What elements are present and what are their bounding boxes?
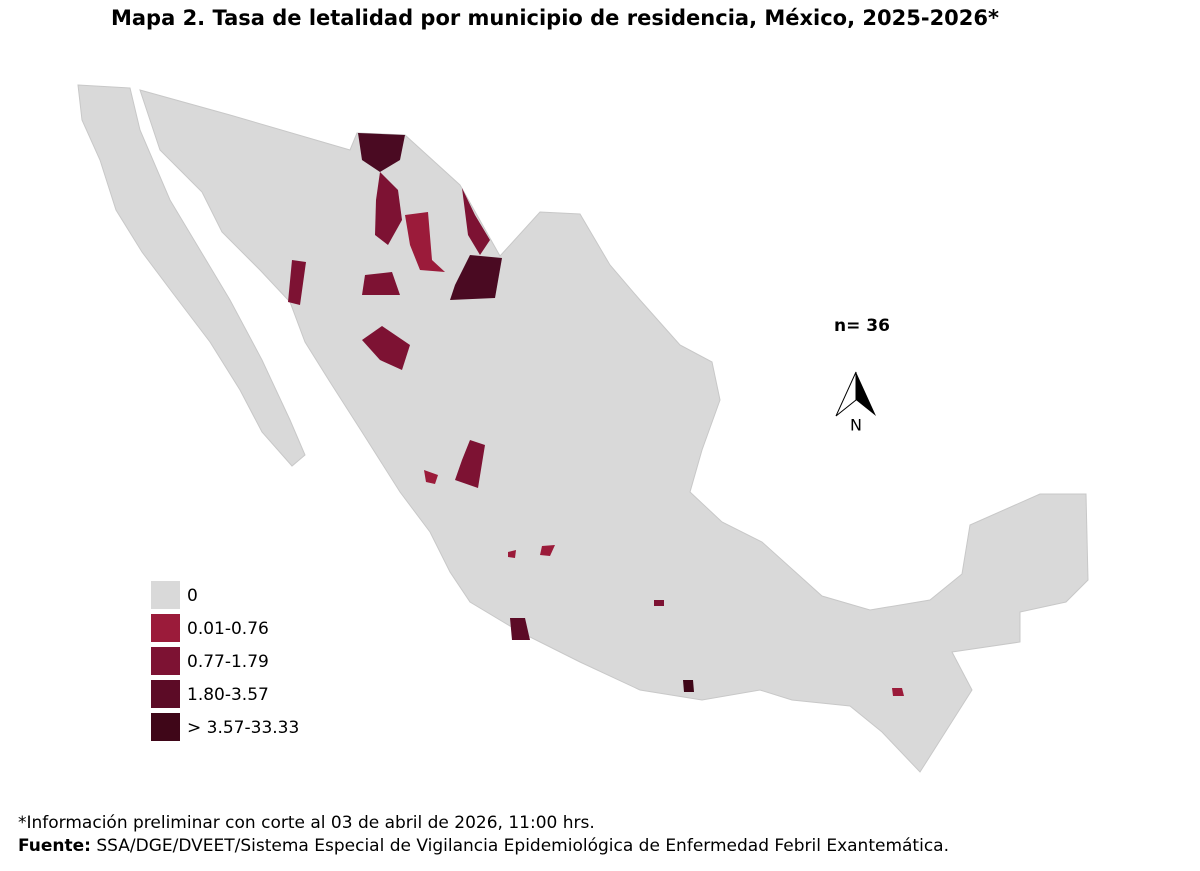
region bbox=[288, 260, 306, 305]
land bbox=[139, 89, 1089, 773]
land bbox=[77, 84, 306, 467]
legend-label: 0.77-1.79 bbox=[187, 652, 269, 672]
n-label: n= 36 bbox=[834, 316, 890, 336]
region bbox=[462, 188, 490, 255]
legend-swatch bbox=[151, 713, 180, 741]
region bbox=[683, 680, 694, 692]
source-text: SSA/DGE/DVEET/Sistema Especial de Vigila… bbox=[96, 836, 949, 856]
legend-label: 1.80-3.57 bbox=[187, 685, 269, 705]
north-label: N bbox=[850, 416, 862, 435]
region bbox=[510, 618, 530, 640]
region bbox=[654, 600, 664, 606]
legend-label: > 3.57-33.33 bbox=[187, 718, 299, 738]
region bbox=[362, 326, 410, 370]
legend-swatch bbox=[151, 680, 180, 708]
region bbox=[450, 255, 502, 300]
north-arrow bbox=[856, 372, 876, 416]
legend: 0 0.01-0.76 0.77-1.79 1.80-3.57 > 3.57-33.33 bbox=[151, 581, 299, 741]
region bbox=[358, 133, 405, 172]
legend-label: 0.01-0.76 bbox=[187, 619, 269, 639]
notes: *Información preliminar con corte al 03 … bbox=[18, 812, 949, 858]
legend-swatch bbox=[151, 581, 180, 609]
legend-swatch bbox=[151, 614, 180, 642]
map: n= 36 N 0 0.01-0.76 0.77-1.79 1.80-3.57 > 3.… bbox=[77, 84, 1089, 773]
footnote: *Información preliminar con corte al 03 … bbox=[18, 813, 595, 833]
map-title: Mapa 2. Tasa de letalidad por municipio … bbox=[110, 6, 999, 30]
source: Fuente: SSA/DGE/DVEET/Sistema Especial d… bbox=[18, 835, 949, 858]
region bbox=[508, 550, 516, 558]
source-label: Fuente: bbox=[18, 836, 91, 856]
region bbox=[892, 688, 904, 696]
region bbox=[455, 440, 485, 488]
region bbox=[540, 545, 555, 556]
legend-swatch bbox=[151, 647, 180, 675]
region bbox=[424, 470, 438, 484]
region bbox=[375, 172, 402, 245]
legend-label: 0 bbox=[187, 586, 198, 606]
region bbox=[362, 272, 400, 295]
region bbox=[405, 212, 445, 272]
north-arrow bbox=[835, 371, 857, 417]
